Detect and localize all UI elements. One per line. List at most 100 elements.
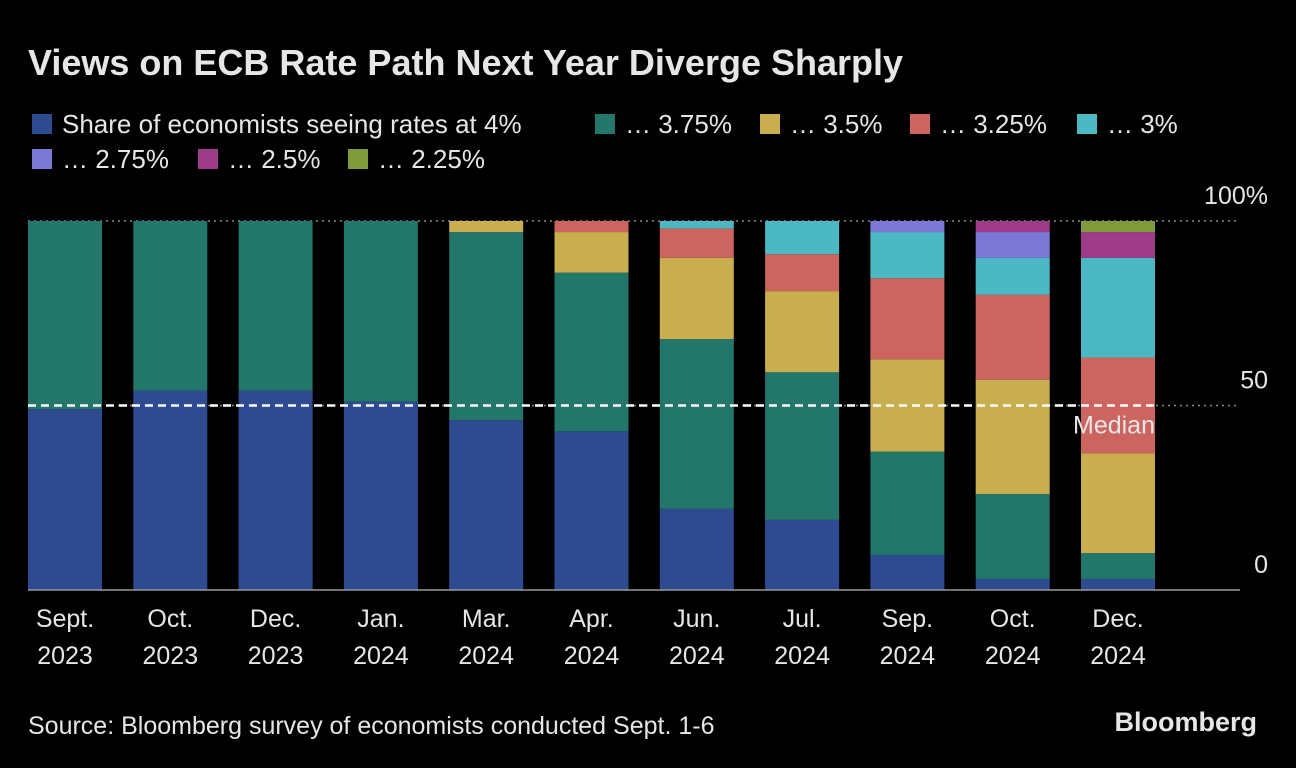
- legend-label: … 3.5%: [790, 109, 883, 139]
- x-tick-label: Sept. 2023: [36, 605, 94, 670]
- x-tick-line: 2024: [985, 642, 1041, 670]
- bar-segment: [975, 578, 1050, 590]
- legend-swatch: [1077, 114, 1097, 134]
- x-tick-line: Oct.: [147, 605, 193, 633]
- legend-swatch: [198, 149, 218, 169]
- x-tick-label: Mar. 2024: [458, 605, 514, 670]
- bar-segment: [554, 221, 629, 233]
- y-tick-label: 50: [1240, 367, 1268, 395]
- bar-segment: [554, 232, 629, 273]
- bar-segment: [975, 294, 1050, 380]
- bar-segment: [870, 554, 945, 590]
- bar-segment: [975, 232, 1050, 258]
- bar-segment: [659, 508, 734, 590]
- legend-label: … 3.75%: [625, 109, 732, 139]
- bar-segment: [975, 221, 1050, 233]
- bar-segment: [1081, 221, 1155, 233]
- x-tick-line: Oct.: [990, 605, 1036, 633]
- legend-swatch: [595, 114, 615, 134]
- x-tick-line: Apr.: [569, 605, 613, 633]
- bar-segment: [765, 519, 840, 590]
- bar-segment: [659, 257, 734, 340]
- bar-segment: [133, 221, 208, 391]
- bar-segment: [765, 372, 840, 520]
- bar-segment: [975, 379, 1050, 495]
- source-note: Source: Bloomberg survey of economists c…: [28, 712, 714, 740]
- bar-segment: [1081, 357, 1155, 454]
- legend-label: Share of economists seeing rates at 4%: [62, 109, 522, 139]
- legend-label: … 2.25%: [378, 144, 485, 174]
- x-tick-line: Jul.: [783, 605, 822, 633]
- x-tick-line: 2024: [774, 642, 830, 670]
- bar-segment: [659, 221, 734, 229]
- x-tick-line: 2023: [37, 642, 93, 670]
- x-tick-label: Dec. 2024: [1090, 605, 1146, 670]
- bar-segment: [343, 221, 418, 402]
- x-tick-label: Jan. 2024: [353, 605, 409, 670]
- x-tick-line: Sep.: [882, 605, 933, 633]
- legend-label: … 3.25%: [940, 109, 1047, 139]
- bar-segment: [659, 228, 734, 258]
- bar-segment: [238, 221, 313, 391]
- x-tick-line: Mar.: [462, 605, 511, 633]
- y-tick-label: 100%: [1204, 182, 1268, 210]
- x-tick-line: Dec.: [250, 605, 301, 633]
- bar-segment: [1081, 257, 1155, 358]
- bar-segment: [870, 451, 945, 555]
- bar-segment: [343, 401, 418, 590]
- bar-segment: [870, 359, 945, 452]
- bar-segment: [28, 409, 102, 590]
- x-tick-label: Oct. 2023: [142, 605, 198, 670]
- bar-segment: [1081, 553, 1155, 579]
- bar-segment: [449, 232, 524, 421]
- x-tick-line: Dec.: [1092, 605, 1143, 633]
- bar-segment: [765, 221, 840, 255]
- legend-swatch: [910, 114, 930, 134]
- legend-label: … 2.75%: [62, 144, 169, 174]
- x-tick-line: 2023: [248, 642, 304, 670]
- legend-swatch: [32, 149, 52, 169]
- logo: Bloomberg: [1114, 707, 1257, 737]
- bar-segment: [449, 420, 524, 590]
- x-tick-line: 2024: [669, 642, 725, 670]
- bar-segment: [1081, 232, 1155, 258]
- bar-segment: [765, 254, 840, 292]
- chart-title: Views on ECB Rate Path Next Year Diverge…: [28, 42, 903, 83]
- bar-segment: [238, 390, 313, 590]
- bar-segment: [28, 221, 102, 410]
- bar-segment: [975, 494, 1050, 579]
- bar-segment: [133, 390, 208, 590]
- bar-segment: [1081, 453, 1155, 554]
- x-tick-line: 2024: [1090, 642, 1146, 670]
- bar-segment: [765, 291, 840, 373]
- bar-segment: [554, 272, 629, 432]
- x-tick-label: Jun. 2024: [669, 605, 725, 670]
- x-tick-label: Sep. 2024: [880, 605, 936, 670]
- x-tick-label: Oct. 2024: [985, 605, 1041, 670]
- x-tick-line: Jan.: [357, 605, 404, 633]
- legend-swatch: [760, 114, 780, 134]
- x-tick-line: 2024: [458, 642, 514, 670]
- bar-segment: [554, 431, 629, 590]
- x-tick-line: Jun.: [673, 605, 720, 633]
- bar-segment: [870, 232, 945, 279]
- x-tick-line: 2024: [880, 642, 936, 670]
- bar-segment: [975, 257, 1050, 295]
- y-tick-label: 0: [1254, 551, 1268, 579]
- legend-swatch: [32, 114, 52, 134]
- bar-segment: [659, 339, 734, 509]
- x-tick-label: Dec. 2023: [248, 605, 304, 670]
- legend-swatch: [348, 149, 368, 169]
- x-tick-label: Apr. 2024: [564, 605, 620, 670]
- x-tick-line: 2024: [353, 642, 409, 670]
- legend-label: … 3%: [1107, 109, 1178, 139]
- bar-segment: [870, 221, 945, 233]
- bar-segment: [1081, 578, 1155, 590]
- median-label: Median: [1073, 412, 1155, 440]
- x-tick-line: 2024: [564, 642, 620, 670]
- x-tick-label: Jul. 2024: [774, 605, 830, 670]
- legend-label: … 2.5%: [228, 144, 321, 174]
- bar-segment: [449, 221, 524, 233]
- x-tick-line: Sept.: [36, 605, 94, 633]
